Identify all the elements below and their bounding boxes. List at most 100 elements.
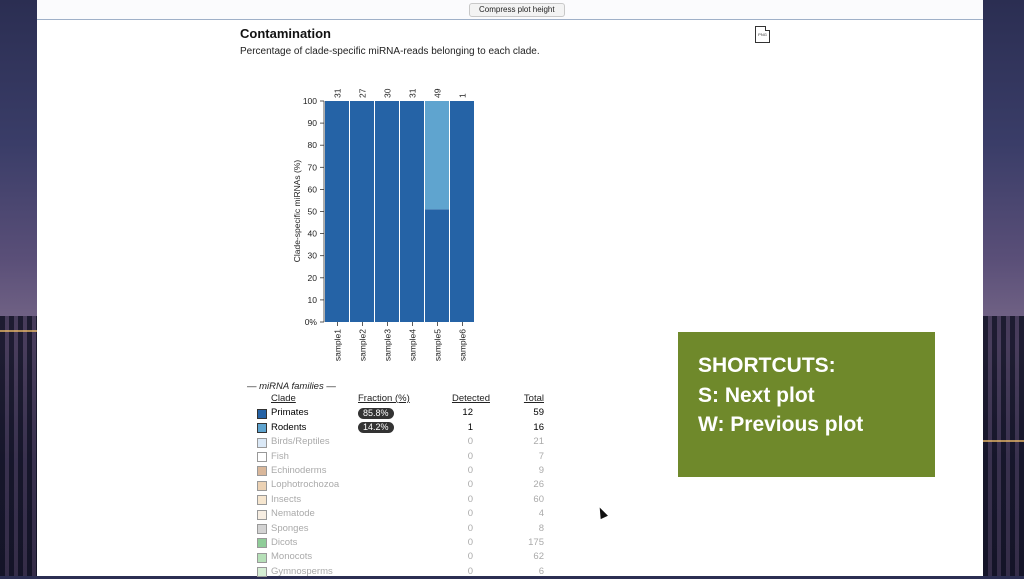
compress-plot-height-button[interactable]: Compress plot height bbox=[469, 3, 565, 17]
legend-row-primates[interactable]: Primates 85.8% 12 59 bbox=[257, 406, 547, 420]
clade-name: Fish bbox=[271, 450, 289, 462]
legend-row-echinoderms[interactable]: Echinoderms 0 9 bbox=[257, 464, 547, 478]
detected-count: 0 bbox=[467, 522, 473, 534]
y-tick-label: 100 bbox=[303, 96, 317, 106]
detected-count: 0 bbox=[467, 536, 473, 548]
y-tick-label: 50 bbox=[308, 207, 318, 217]
detected-count: 0 bbox=[467, 565, 473, 577]
clade-name: Echinoderms bbox=[271, 464, 327, 476]
legend-row-sponges[interactable]: Sponges 0 8 bbox=[257, 522, 547, 536]
bar-primates-sample2[interactable] bbox=[350, 101, 374, 322]
section-title: Contamination bbox=[240, 26, 331, 41]
clade-color-swatch bbox=[257, 524, 267, 535]
clade-color-swatch bbox=[257, 423, 267, 434]
city-lights bbox=[983, 440, 1024, 442]
total-count: 16 bbox=[533, 421, 544, 433]
detected-count: 0 bbox=[467, 508, 473, 520]
clade-color-swatch bbox=[257, 495, 267, 506]
total-count: 60 bbox=[533, 493, 544, 505]
y-tick-label: 20 bbox=[308, 273, 318, 283]
detected-count: 0 bbox=[467, 551, 473, 563]
x-tick-label: sample5 bbox=[433, 329, 443, 361]
clade-name: Sponges bbox=[271, 522, 309, 534]
total-count: 62 bbox=[533, 551, 544, 563]
y-axis-label: Clade-specific miRNAs (%) bbox=[292, 160, 302, 263]
city-lights bbox=[0, 330, 37, 332]
total-count: 21 bbox=[533, 436, 544, 448]
legend-row-fish[interactable]: Fish 0 7 bbox=[257, 450, 547, 464]
bar-primates-sample1[interactable] bbox=[325, 101, 349, 322]
shortcut-next: S: Next plot bbox=[698, 384, 815, 407]
clade-name: Birds/Reptiles bbox=[271, 436, 330, 448]
y-tick-label: 40 bbox=[308, 229, 318, 239]
shortcuts-title: SHORTCUTS: bbox=[698, 354, 836, 377]
legend-row-monocots[interactable]: Monocots 0 62 bbox=[257, 550, 547, 564]
detected-count: 0 bbox=[467, 479, 473, 491]
fraction-badge: 14.2% bbox=[358, 422, 394, 434]
legend-row-birds-reptiles[interactable]: Birds/Reptiles 0 21 bbox=[257, 435, 547, 449]
detected-count: 0 bbox=[467, 436, 473, 448]
detected-column-header[interactable]: Detected bbox=[451, 393, 490, 404]
background-left bbox=[0, 0, 37, 576]
total-count: 7 bbox=[538, 450, 544, 462]
clade-color-swatch bbox=[257, 509, 267, 520]
clade-name: Gymnosperms bbox=[271, 565, 333, 577]
total-count: 4 bbox=[538, 508, 544, 520]
fraction-column-header[interactable]: Fraction (%) bbox=[358, 393, 410, 404]
bar-rodents-sample5[interactable] bbox=[425, 101, 449, 210]
total-column-header[interactable]: Total bbox=[523, 393, 544, 404]
clade-color-swatch bbox=[257, 538, 267, 549]
clade-name: Rodents bbox=[271, 421, 307, 433]
legend-header-row: Clade Fraction (%) Detected Total bbox=[257, 392, 547, 406]
total-count: 26 bbox=[533, 479, 544, 491]
bar-count-label: 27 bbox=[358, 88, 368, 98]
detected-count: 0 bbox=[467, 450, 473, 462]
y-tick-label: 0% bbox=[305, 317, 318, 327]
clade-color-swatch bbox=[257, 452, 267, 463]
bar-count-label: 30 bbox=[383, 88, 393, 98]
clade-color-swatch bbox=[257, 552, 267, 563]
contamination-chart: 0% 10 20 30 40 50 60 70 80 90 100 31 27 30 31 49 1 samp… bbox=[292, 88, 474, 361]
legend-row-rodents[interactable]: Rodents 14.2% 1 16 bbox=[257, 421, 547, 435]
mirna-families-header: — miRNA families — bbox=[247, 381, 336, 392]
mouse-cursor-icon bbox=[596, 505, 608, 520]
clade-name: Monocots bbox=[271, 551, 313, 563]
bar-primates-sample4[interactable] bbox=[400, 101, 424, 322]
x-tick-label: sample3 bbox=[383, 329, 393, 361]
total-count: 175 bbox=[528, 536, 544, 548]
y-tick-label: 60 bbox=[308, 184, 318, 194]
legend-row-dicots[interactable]: Dicots 0 175 bbox=[257, 536, 547, 550]
bar-primates-sample3[interactable] bbox=[375, 101, 399, 322]
bars bbox=[325, 101, 474, 322]
detected-count: 1 bbox=[467, 421, 473, 433]
x-tick-label: sample4 bbox=[408, 329, 418, 361]
total-count: 8 bbox=[538, 522, 544, 534]
x-tick-label: sample1 bbox=[333, 329, 343, 361]
bar-count-label: 31 bbox=[333, 88, 343, 98]
report-page: Compress plot height Contamination Perce… bbox=[37, 0, 983, 579]
clade-name: Insects bbox=[271, 493, 302, 505]
background-right bbox=[983, 0, 1024, 576]
clade-color-swatch bbox=[257, 437, 267, 448]
bar-primates-sample6[interactable] bbox=[450, 101, 474, 322]
x-tick-label: sample2 bbox=[358, 329, 368, 361]
shortcut-previous: W: Previous plot bbox=[698, 413, 864, 436]
legend-row-gymnosperms[interactable]: Gymnosperms 0 6 bbox=[257, 565, 547, 579]
bar-primates-sample5[interactable] bbox=[425, 209, 449, 322]
legend-row-insects[interactable]: Insects 0 60 bbox=[257, 493, 547, 507]
y-axis: 0% 10 20 30 40 50 60 70 80 90 100 bbox=[303, 96, 325, 327]
detected-count: 0 bbox=[467, 493, 473, 505]
png-export-icon[interactable]: PNG bbox=[755, 26, 770, 43]
clade-name: Primates bbox=[271, 407, 309, 419]
legend-row-lophotrochozoa[interactable]: Lophotrochozoa 0 26 bbox=[257, 478, 547, 492]
clade-name: Dicots bbox=[271, 536, 298, 548]
clade-name: Lophotrochozoa bbox=[271, 479, 340, 491]
legend-row-nematode[interactable]: Nematode 0 4 bbox=[257, 507, 547, 521]
clade-column-header[interactable]: Clade bbox=[271, 393, 296, 404]
bar-count-label: 1 bbox=[458, 93, 468, 98]
top-labels: 31 27 30 31 49 1 bbox=[333, 88, 468, 98]
x-labels: sample1 sample2 sample3 sample4 sample5 sampl… bbox=[333, 322, 468, 361]
total-count: 6 bbox=[538, 565, 544, 577]
city-skyline bbox=[0, 316, 37, 576]
bar-count-label: 31 bbox=[408, 88, 418, 98]
